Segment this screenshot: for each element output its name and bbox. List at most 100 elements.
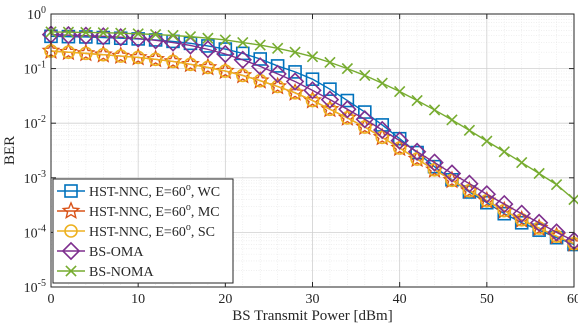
x-marker <box>411 94 423 107</box>
legend-label: HST-NNC, E=60o, SC <box>89 222 215 240</box>
x-marker <box>533 167 545 180</box>
x-marker <box>550 178 563 191</box>
circle-marker <box>288 86 302 100</box>
x-marker <box>149 28 162 41</box>
y-tick-label: 10-1 <box>24 60 46 78</box>
circle-marker <box>323 102 337 117</box>
legend-entry: HST-NNC, E=60o, MC <box>57 201 220 220</box>
series-layer <box>41 25 578 252</box>
circle-marker <box>392 141 407 155</box>
x-marker <box>219 34 231 46</box>
diamond-marker <box>477 185 497 204</box>
x-marker <box>167 29 179 42</box>
circle-marker <box>218 64 233 78</box>
x-marker <box>237 36 249 49</box>
diamond-marker <box>442 164 462 183</box>
x-marker <box>463 124 476 137</box>
square-marker <box>64 184 78 198</box>
diamond-marker <box>320 90 340 109</box>
legend: HST-NNC, E=60o, WC HST-NNC, E=60o, MC HST-… <box>52 178 234 284</box>
circle-marker <box>462 183 477 198</box>
x-marker <box>359 69 371 82</box>
diamond-marker <box>146 31 165 50</box>
circle-marker <box>427 163 442 177</box>
square-marker <box>270 59 285 73</box>
square-marker <box>340 93 355 108</box>
y-tick-label: 10-5 <box>24 278 46 296</box>
x-marker <box>481 135 493 147</box>
legend-entry: BS-OMA <box>57 241 144 261</box>
axis-ticks: 0 10 20 30 40 50 60 100 10-1 10-2 10-3 10-4 10-5 <box>24 5 578 307</box>
diamond-marker <box>198 40 218 59</box>
x-marker <box>446 114 458 126</box>
diamond-marker <box>181 36 200 55</box>
x-axis-label: BS Transmit Power [dBm] <box>232 308 392 324</box>
diamond-marker <box>547 223 566 242</box>
series-line <box>50 50 575 245</box>
x-tick-label: 10 <box>131 292 145 307</box>
legend-label: HST-NNC, E=60o, MC <box>89 202 220 220</box>
x-marker <box>80 26 92 39</box>
y-tick-label: 100 <box>27 5 46 23</box>
x-tick-label: 30 <box>306 292 320 307</box>
square-marker <box>288 65 302 79</box>
x-marker <box>115 27 127 39</box>
diamond-marker <box>61 241 81 261</box>
diamond-marker <box>495 194 514 214</box>
circle-marker <box>79 46 93 61</box>
circle-marker <box>410 152 424 166</box>
diamond-marker <box>111 28 130 47</box>
legend-label: BS-OMA <box>89 245 144 260</box>
circle-marker <box>340 111 355 125</box>
diamond-marker <box>460 174 479 193</box>
diamond-marker <box>355 110 375 129</box>
x-marker <box>516 156 528 169</box>
x-marker <box>202 32 214 44</box>
circle-marker <box>445 173 459 188</box>
x-marker <box>65 265 77 277</box>
circle-marker <box>235 68 250 83</box>
square-marker <box>218 42 233 56</box>
star-marker <box>61 201 81 220</box>
x-marker <box>306 51 319 63</box>
y-tick-label: 10-2 <box>24 114 46 132</box>
x-marker <box>254 39 266 51</box>
circle-marker <box>201 60 215 75</box>
x-tick-label: 40 <box>393 292 407 307</box>
circle-marker <box>183 57 198 72</box>
circle-marker <box>270 79 285 94</box>
x-marker <box>341 62 354 75</box>
x-tick-label: 20 <box>218 292 232 307</box>
square-marker <box>253 52 267 66</box>
circle-marker <box>96 47 111 62</box>
diamond-marker <box>425 153 444 172</box>
x-marker <box>271 42 284 55</box>
x-tick-label: 50 <box>480 292 494 307</box>
circle-marker <box>61 45 76 59</box>
x-marker <box>428 104 441 116</box>
circle-marker <box>113 49 128 63</box>
x-marker <box>62 26 75 38</box>
diamond-marker <box>529 213 549 233</box>
square-marker <box>201 39 215 53</box>
circle-marker <box>166 54 180 69</box>
legend-entry: HST-NNC, E=60o, SC <box>57 222 215 240</box>
circle-marker <box>131 50 145 65</box>
diamond-marker <box>94 27 113 46</box>
circle-marker <box>549 229 564 244</box>
diamond-marker <box>512 204 531 223</box>
diamond-marker <box>216 44 235 64</box>
y-tick-label: 10-3 <box>24 169 46 187</box>
x-marker <box>376 77 388 89</box>
x-marker <box>324 56 336 69</box>
series-x <box>45 26 578 206</box>
diamond-marker <box>338 100 357 119</box>
x-marker <box>132 28 144 40</box>
diamond-marker <box>268 64 287 84</box>
diamond-marker <box>285 72 305 91</box>
diamond-marker <box>407 142 427 161</box>
x-tick-label: 60 <box>567 292 578 307</box>
y-axis-label: BER <box>2 136 18 165</box>
series-line <box>50 33 575 242</box>
